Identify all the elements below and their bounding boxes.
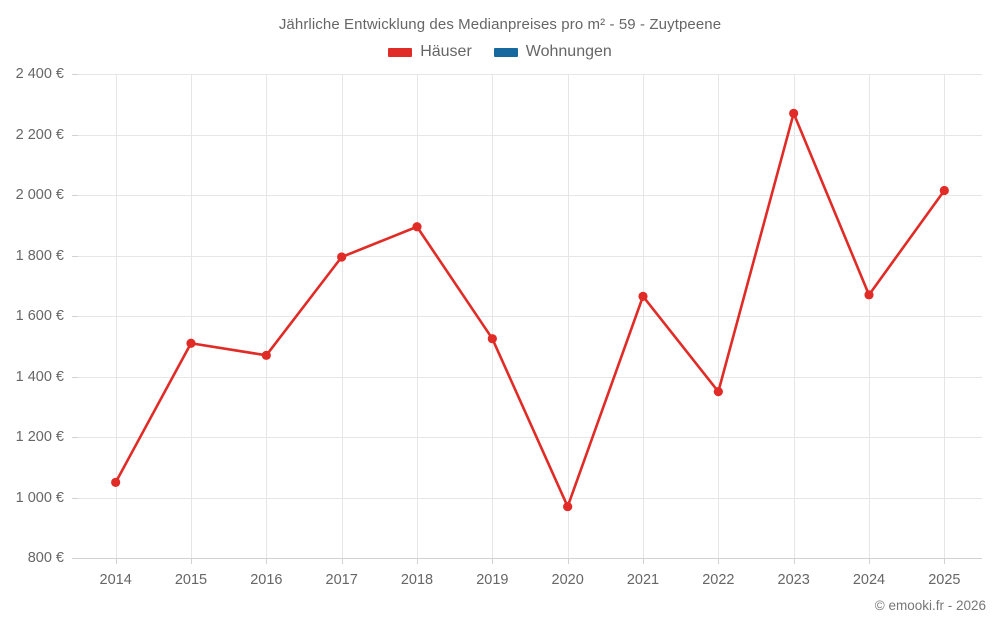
- gridline-vertical: [718, 74, 720, 558]
- x-axis-line: [78, 558, 982, 559]
- y-tick-mark: [72, 376, 78, 378]
- x-tick-mark: [341, 558, 343, 564]
- x-tick-label: 2022: [702, 572, 735, 588]
- gridline-vertical: [492, 74, 494, 558]
- data-point[interactable]: [864, 290, 874, 300]
- y-tick-mark: [72, 558, 78, 559]
- gridline-vertical: [115, 74, 117, 558]
- chart-title: Jährliche Entwicklung des Medianpreises …: [278, 16, 722, 33]
- data-point[interactable]: [939, 185, 949, 196]
- x-tick-mark: [869, 558, 870, 564]
- y-tick-label: 2 400 €: [15, 66, 64, 82]
- data-point[interactable]: [186, 338, 196, 348]
- y-tick-label: 2 000 €: [15, 187, 64, 203]
- legend-swatch-icon: [388, 47, 413, 57]
- y-tick-mark: [72, 195, 78, 196]
- x-tick-mark: [944, 558, 946, 564]
- data-point[interactable]: [638, 291, 648, 301]
- legend-label: Wohnungen: [525, 43, 612, 60]
- y-tick-label: 1 800 €: [15, 247, 64, 264]
- x-tick-mark: [191, 558, 192, 564]
- x-tick-label: 2023: [777, 572, 810, 588]
- data-point[interactable]: [713, 387, 723, 397]
- x-tick-label: 2017: [325, 572, 358, 588]
- y-tick-mark: [72, 255, 78, 257]
- x-tick-label: 2021: [626, 572, 660, 588]
- data-point[interactable]: [789, 108, 799, 118]
- x-tick-label: 2015: [174, 572, 208, 588]
- x-tick-label: 2014: [99, 572, 132, 588]
- legend-label: Häuser: [420, 43, 472, 60]
- x-tick-mark: [417, 558, 418, 564]
- gridline-horizontal: [78, 74, 982, 75]
- gridline-horizontal: [78, 497, 982, 499]
- series-layer: [111, 108, 949, 512]
- legend-item-hauser[interactable]: Häuser: [388, 44, 472, 60]
- gridline-horizontal: [78, 316, 982, 317]
- gridline-vertical: [266, 74, 268, 558]
- y-tick-label: 1 400 €: [15, 368, 64, 385]
- data-point[interactable]: [412, 222, 422, 232]
- gridline-vertical: [341, 74, 343, 558]
- gridline-horizontal: [78, 255, 982, 257]
- gridline-horizontal: [78, 437, 982, 438]
- y-tick-label: 1 200 €: [15, 429, 64, 445]
- y-tick-mark: [72, 497, 78, 499]
- y-tick-mark: [72, 437, 78, 438]
- data-point[interactable]: [487, 334, 497, 344]
- plot-area: 800 € 1 000 € 1 200 € 1 400 € 1 600 € 1 800 €…: [16, 66, 982, 588]
- x-tick-mark: [643, 558, 644, 564]
- data-point[interactable]: [111, 477, 121, 487]
- gridline-horizontal: [78, 134, 982, 136]
- y-tick-mark: [72, 316, 78, 317]
- x-tick-label: 2019: [476, 572, 509, 588]
- x-tick-label: 2018: [400, 572, 434, 588]
- x-tick-mark: [567, 558, 569, 564]
- copyright-notice: © emooki.fr - 2026: [874, 598, 986, 613]
- gridline-vertical: [793, 74, 795, 558]
- data-point[interactable]: [337, 252, 347, 262]
- x-tick-mark: [492, 558, 494, 564]
- gridline-vertical: [643, 74, 644, 558]
- x-tick-mark: [718, 558, 720, 564]
- gridline-vertical: [944, 74, 946, 558]
- gridline-vertical: [191, 74, 192, 558]
- gridline-horizontal: [78, 195, 982, 196]
- gridline-vertical: [869, 74, 870, 558]
- x-tick-mark: [266, 558, 268, 564]
- gridline-vertical: [567, 74, 569, 558]
- x-tick-mark: [115, 558, 117, 564]
- series-line-häuser: [114, 112, 946, 508]
- legend-item-wohnungen[interactable]: Wohnungen: [493, 43, 612, 60]
- data-point[interactable]: [563, 501, 573, 512]
- chart-legend: Häuser Wohnungen: [0, 44, 1000, 60]
- gridline-horizontal: [78, 376, 982, 378]
- y-tick-label: 1 000 €: [15, 489, 64, 506]
- x-tick-label: 2024: [852, 572, 886, 588]
- legend-swatch-icon: [493, 47, 518, 57]
- x-tick-label: 2025: [928, 572, 961, 588]
- x-tick-mark: [793, 558, 795, 564]
- data-point[interactable]: [261, 350, 271, 360]
- y-tick-label: 1 600 €: [15, 308, 64, 324]
- y-tick-mark: [72, 134, 78, 136]
- y-tick-label: 800 €: [27, 550, 64, 566]
- y-tick-label: 2 200 €: [15, 126, 64, 143]
- x-tick-label: 2020: [551, 572, 584, 588]
- x-tick-label: 2016: [250, 572, 283, 588]
- y-tick-mark: [72, 74, 78, 75]
- gridline-vertical: [417, 74, 418, 558]
